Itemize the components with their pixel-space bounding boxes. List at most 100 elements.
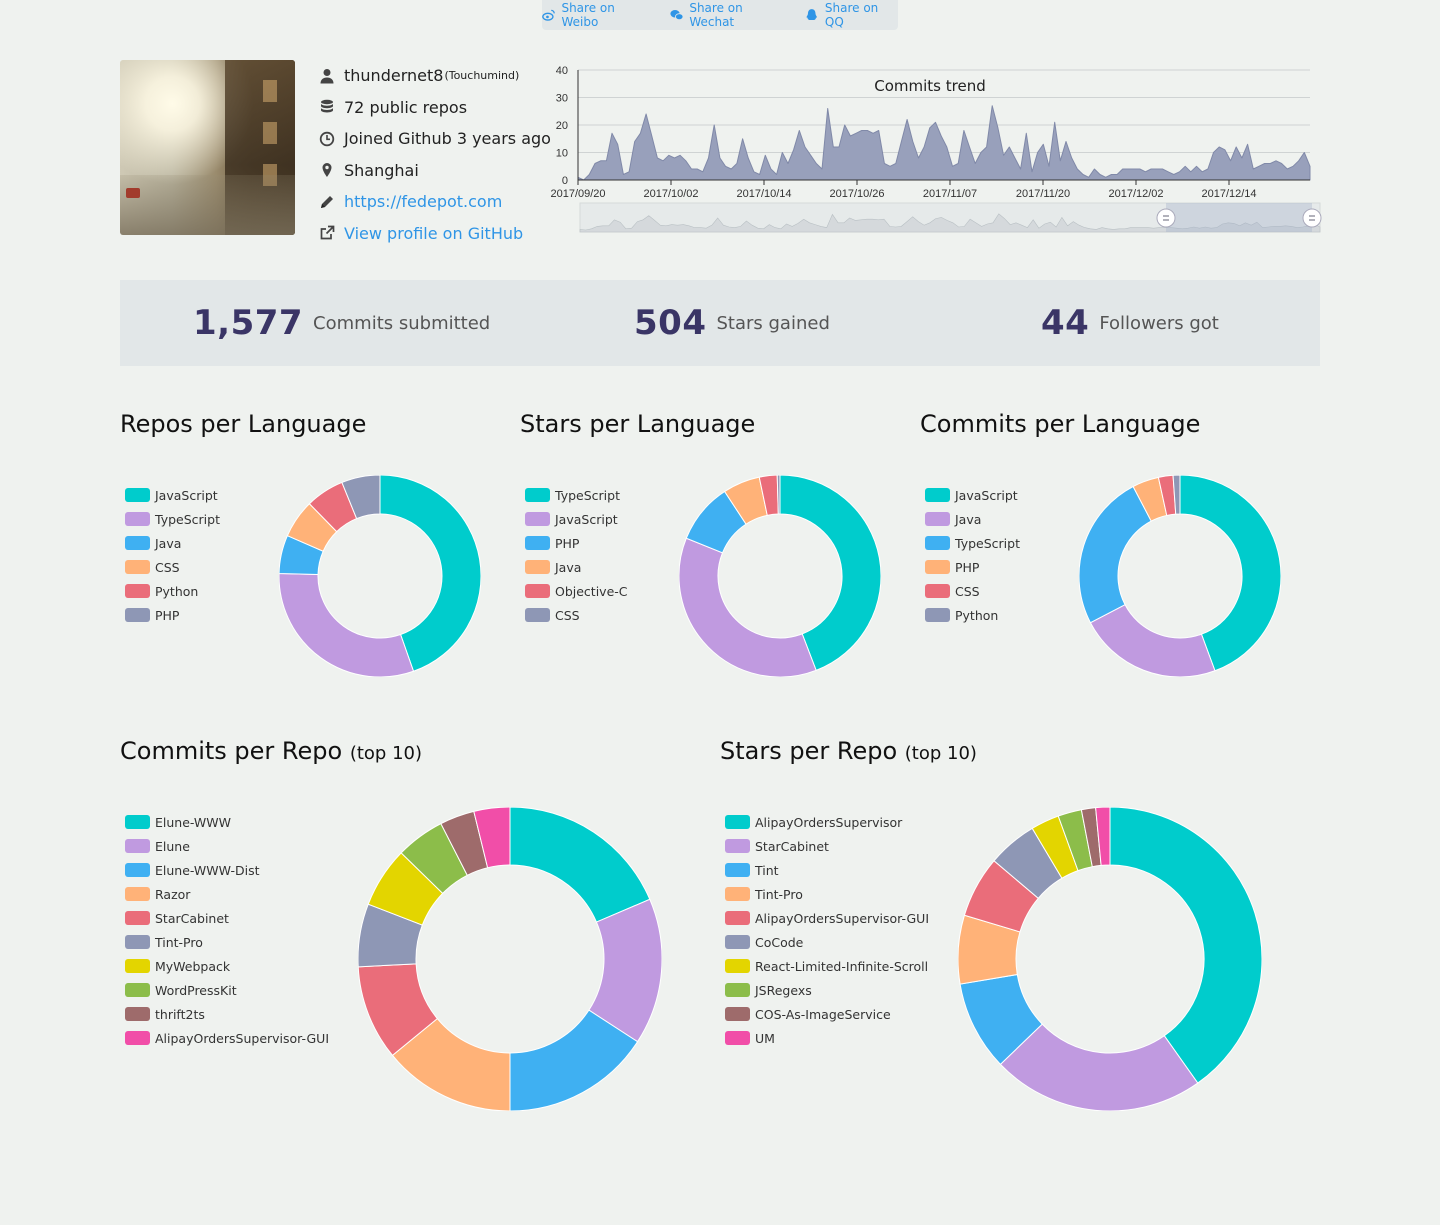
donut-slice[interactable]	[1109, 807, 1262, 1084]
legend-swatch	[525, 608, 550, 622]
legend-item[interactable]: PHP	[925, 555, 1020, 579]
stat-commits-label: Commits submitted	[313, 312, 491, 334]
legend-label: StarCabinet	[155, 910, 229, 926]
legend-item[interactable]: WordPressKit	[125, 978, 329, 1002]
legend-item[interactable]: Python	[925, 603, 1020, 627]
legend-item[interactable]: JavaScript	[925, 483, 1020, 507]
donut-slice[interactable]	[341, 475, 381, 520]
donut-slice[interactable]	[279, 573, 415, 677]
legend-item[interactable]: JavaScript	[525, 507, 628, 531]
profile-location: Shanghai	[344, 160, 419, 180]
legend-item[interactable]: Tint	[725, 858, 929, 882]
legend-item[interactable]: CSS	[525, 603, 628, 627]
donut-slice[interactable]	[509, 807, 651, 923]
share-weibo-button[interactable]: Share on Weibo	[542, 1, 652, 29]
trend-y-tick: 40	[556, 65, 568, 77]
legend-item[interactable]: TypeScript	[525, 483, 628, 507]
legend-item[interactable]: React-Limited-Infinite-Scroll	[725, 954, 929, 978]
stars-per-language-donut	[679, 475, 881, 677]
share-qq-button[interactable]: Share on QQ	[805, 1, 898, 29]
legend-label: TypeScript	[955, 535, 1020, 551]
clock-icon	[318, 130, 335, 147]
legend-item[interactable]: Java	[525, 555, 628, 579]
profile-website-link[interactable]: https://fedepot.com	[344, 192, 503, 212]
legend-item[interactable]: Razor	[125, 882, 329, 906]
donut-slice[interactable]	[379, 475, 481, 672]
profile-repos: 72 public repos	[344, 97, 468, 117]
legend-item[interactable]: thrift2ts	[125, 1002, 329, 1026]
legend-label: AlipayOrdersSupervisor	[755, 814, 903, 830]
legend-item[interactable]: MyWebpack	[125, 954, 329, 978]
commits-per-repo-legend: Elune-WWW Elune Elune-WWW-Dist Razor StarCab…	[125, 810, 329, 1050]
donut-slice[interactable]	[1179, 475, 1281, 672]
legend-item[interactable]: UM	[725, 1026, 929, 1050]
legend-item[interactable]: StarCabinet	[125, 906, 329, 930]
legend-item[interactable]: Elune-WWW-Dist	[125, 858, 329, 882]
trend-x-tick: 2017/12/02	[1108, 188, 1163, 200]
trend-x-tick: 2017/11/20	[1016, 188, 1070, 200]
legend-swatch	[925, 488, 950, 502]
legend-swatch	[925, 512, 950, 526]
donut-slice[interactable]	[679, 537, 817, 677]
donut-slice[interactable]	[999, 1023, 1199, 1111]
legend-item[interactable]: JavaScript	[125, 483, 220, 507]
legend-swatch	[525, 560, 550, 574]
legend-item[interactable]: Python	[125, 579, 220, 603]
donut-slice[interactable]	[776, 475, 781, 515]
trend-x-tick: 2017/09/20	[550, 188, 605, 200]
profile-github-link[interactable]: View profile on GitHub	[344, 223, 524, 243]
trend-y-tick: 0	[562, 175, 568, 187]
legend-swatch	[125, 863, 150, 877]
legend-item[interactable]: AlipayOrdersSupervisor-GUI	[125, 1026, 329, 1050]
legend-label: TypeScript	[555, 487, 620, 503]
stat-stars-label: Stars gained	[716, 312, 830, 334]
share-wechat-button[interactable]: Share on Wechat	[670, 1, 788, 29]
legend-item[interactable]: TypeScript	[125, 507, 220, 531]
profile-info: thundernet8 (Touchumind) 72 public repos …	[318, 60, 551, 249]
donut-slice[interactable]	[779, 475, 881, 671]
trend-y-tick: 10	[556, 148, 568, 160]
legend-item[interactable]: JSRegexs	[725, 978, 929, 1002]
donut-slice[interactable]	[1089, 603, 1216, 677]
donut-slice[interactable]	[1095, 807, 1111, 866]
legend-item[interactable]: Elune-WWW	[125, 810, 329, 834]
legend-item[interactable]: CSS	[925, 579, 1020, 603]
donut-slice[interactable]	[1172, 475, 1181, 515]
profile-username-row: thundernet8 (Touchumind)	[318, 60, 551, 92]
legend-label: Objective-C	[555, 583, 628, 599]
legend-item[interactable]: Tint-Pro	[725, 882, 929, 906]
legend-item[interactable]: Java	[925, 507, 1020, 531]
stars-per-repo-legend: AlipayOrdersSupervisor StarCabinet Tint Tin…	[725, 810, 929, 1050]
legend-item[interactable]: StarCabinet	[725, 834, 929, 858]
repos-per-language-donut	[279, 475, 481, 677]
trend-zoom-handle[interactable]	[1302, 208, 1322, 228]
legend-item[interactable]: CoCode	[725, 930, 929, 954]
legend-item[interactable]: TypeScript	[925, 531, 1020, 555]
legend-item[interactable]: PHP	[125, 603, 220, 627]
trend-x-tick: 2017/11/07	[923, 188, 977, 200]
weibo-icon	[542, 9, 555, 21]
legend-item[interactable]: COS-As-ImageService	[725, 1002, 929, 1026]
legend-label: React-Limited-Infinite-Scroll	[755, 958, 929, 974]
avatar	[120, 60, 295, 235]
map-marker-icon	[318, 162, 335, 179]
legend-item[interactable]: Tint-Pro	[125, 930, 329, 954]
legend-label: CoCode	[755, 934, 804, 950]
trend-zoom-handle[interactable]	[1156, 208, 1176, 228]
legend-item[interactable]: AlipayOrdersSupervisor	[725, 810, 929, 834]
legend-item[interactable]: CSS	[125, 555, 220, 579]
donut-slice[interactable]	[473, 807, 511, 869]
legend-item[interactable]: Java	[125, 531, 220, 555]
donut-slice[interactable]	[1079, 485, 1152, 624]
legend-item[interactable]: AlipayOrdersSupervisor-GUI	[725, 906, 929, 930]
trend-zoom-window[interactable]	[1166, 203, 1312, 232]
legend-label: Tint	[755, 862, 779, 878]
trend-area	[577, 105, 1311, 181]
legend-item[interactable]: Elune	[125, 834, 329, 858]
legend-item[interactable]: PHP	[525, 531, 628, 555]
legend-item[interactable]: Objective-C	[525, 579, 628, 603]
legend-label: Elune-WWW	[155, 814, 231, 830]
legend-swatch	[725, 1007, 750, 1021]
legend-swatch	[725, 887, 750, 901]
commits-per-repo-donut	[358, 807, 662, 1111]
